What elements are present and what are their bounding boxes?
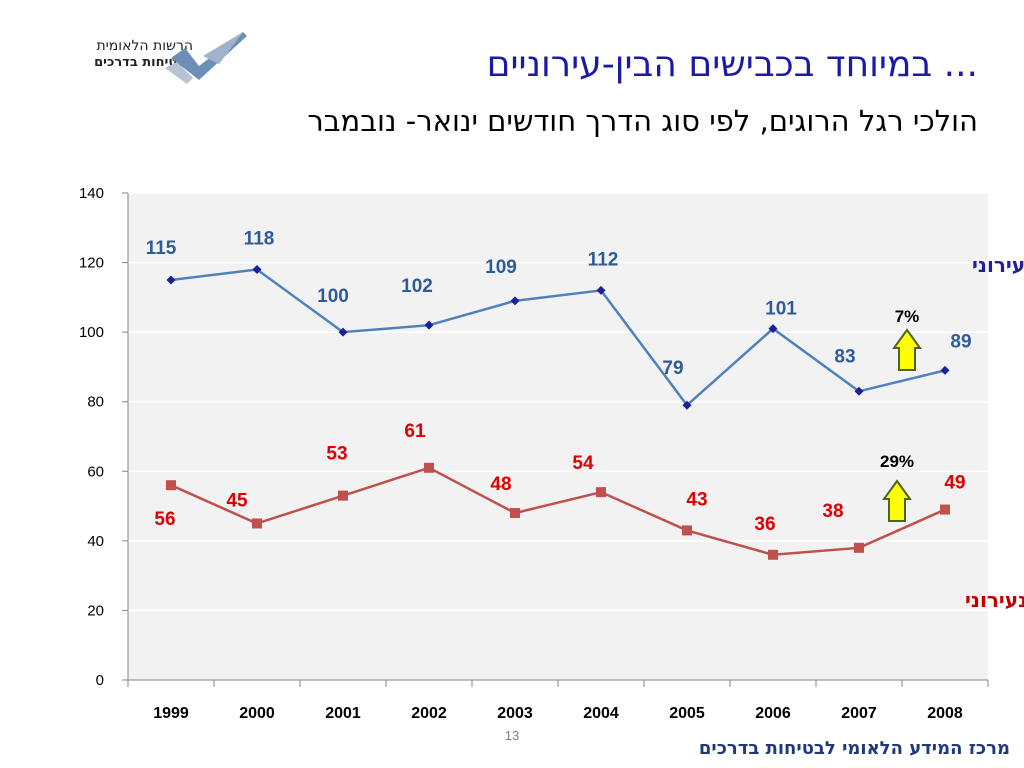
y-tick-label: 140 xyxy=(79,185,104,202)
y-tick-label: 120 xyxy=(79,255,104,272)
series-label-interurban: בינעירוני xyxy=(965,588,1024,612)
up-arrow-icon xyxy=(892,328,922,371)
urban-change-label: 7% xyxy=(895,307,920,326)
y-tick-label: 80 xyxy=(87,394,104,411)
x-tick-label: 2007 xyxy=(841,705,877,722)
interurban-data-point xyxy=(940,504,950,515)
interurban-data-label: 38 xyxy=(822,501,843,522)
urban-data-point xyxy=(768,324,778,334)
interurban-data-label: 43 xyxy=(686,489,707,510)
urban-data-label: 102 xyxy=(401,276,433,297)
interurban-data-label: 54 xyxy=(572,453,594,474)
logo: הרשות הלאומית לבטיחות בדרכים xyxy=(38,28,253,88)
urban-data-point xyxy=(424,320,434,330)
interurban-data-point xyxy=(166,480,176,491)
interurban-change-label: 29% xyxy=(880,452,914,471)
x-tick-label: 2004 xyxy=(583,705,619,722)
urban-data-point xyxy=(940,365,950,375)
x-tick-label: 2001 xyxy=(325,705,361,722)
footer-org-name: מרכז המידע הלאומי לבטיחות בדרכים xyxy=(698,738,1010,759)
urban-data-point xyxy=(596,285,606,295)
y-tick-label: 100 xyxy=(79,324,104,341)
urban-data-point xyxy=(252,265,262,275)
interurban-data-point xyxy=(252,518,262,529)
y-tick-label: 20 xyxy=(87,602,104,619)
urban-data-point xyxy=(338,327,348,337)
urban-data-label: 101 xyxy=(765,299,797,320)
page-title: ... במיוחד בכבישים הבין-עירוניים xyxy=(486,44,978,85)
plot-area xyxy=(128,193,988,680)
x-tick-label: 2002 xyxy=(411,705,447,722)
interurban-data-point xyxy=(596,487,606,498)
series-label-urban: עירוני xyxy=(972,253,1024,277)
urban-data-label: 89 xyxy=(950,331,971,352)
page-number: 13 xyxy=(504,728,520,743)
urban-data-label: 83 xyxy=(834,346,855,367)
interurban-data-point xyxy=(854,542,864,553)
interurban-data-point xyxy=(682,525,692,536)
interurban-data-point xyxy=(338,490,348,501)
interurban-data-label: 49 xyxy=(944,473,965,494)
urban-data-point xyxy=(682,400,692,410)
interurban-data-point xyxy=(768,549,778,560)
series-line-interurban xyxy=(170,466,946,557)
urban-data-label: 79 xyxy=(662,358,683,379)
urban-data-label: 115 xyxy=(146,238,177,259)
urban-data-label: 112 xyxy=(588,249,619,270)
interurban-data-label: 48 xyxy=(490,474,511,495)
interurban-data-label: 36 xyxy=(754,514,775,535)
urban-data-point xyxy=(166,275,176,285)
logo-text-line1: הרשות הלאומית xyxy=(96,38,193,54)
interurban-data-point xyxy=(424,462,434,473)
y-tick-label: 0 xyxy=(96,672,104,689)
interurban-data-label: 61 xyxy=(404,421,426,442)
x-tick-label: 2008 xyxy=(927,705,963,722)
urban-data-point xyxy=(510,296,520,306)
x-tick-label: 1999 xyxy=(153,705,189,722)
urban-data-point xyxy=(854,386,864,396)
interurban-data-label: 56 xyxy=(154,509,175,530)
y-tick-label: 40 xyxy=(87,533,104,550)
page-subtitle: הולכי רגל הרוגים, לפי סוג הדרך חודשים ינ… xyxy=(307,104,978,138)
urban-data-label: 100 xyxy=(317,286,349,307)
interurban-data-point xyxy=(510,508,520,519)
up-arrow-icon xyxy=(882,479,912,522)
y-tick-label: 60 xyxy=(87,463,104,480)
x-tick-label: 2006 xyxy=(755,705,791,722)
x-tick-label: 2005 xyxy=(669,705,705,722)
interurban-data-label: 53 xyxy=(326,444,347,465)
x-tick-label: 2003 xyxy=(497,705,533,722)
interurban-data-label: 45 xyxy=(226,490,248,511)
logo-text-line2: לבטיחות בדרכים xyxy=(94,55,193,70)
urban-data-label: 109 xyxy=(485,257,517,278)
urban-data-label: 118 xyxy=(244,229,275,250)
checkmark-logo-icon xyxy=(165,32,247,84)
x-tick-label: 2000 xyxy=(239,705,275,722)
series-line-urban xyxy=(170,268,946,408)
